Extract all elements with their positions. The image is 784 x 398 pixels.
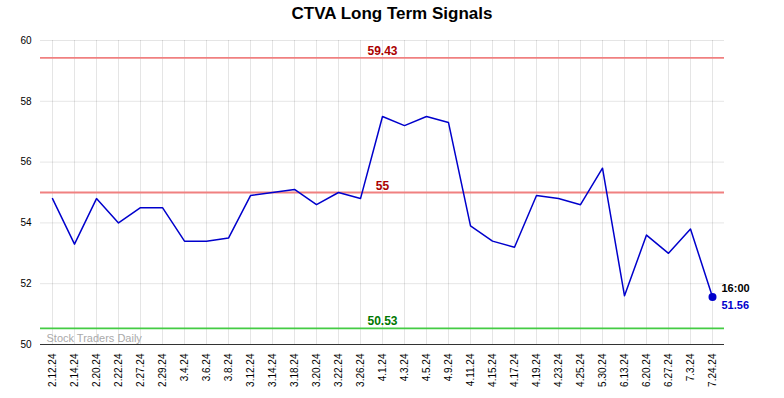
- svg-text:55: 55: [376, 179, 390, 193]
- svg-text:4.15.24: 4.15.24: [487, 353, 498, 387]
- svg-text:2.14.24: 2.14.24: [69, 353, 80, 387]
- svg-text:3.26.24: 3.26.24: [355, 353, 366, 387]
- svg-text:5.30.24: 5.30.24: [597, 353, 608, 387]
- svg-text:2.29.24: 2.29.24: [157, 353, 168, 387]
- svg-text:3.6.24: 3.6.24: [201, 353, 212, 381]
- svg-text:50: 50: [20, 339, 32, 350]
- svg-text:6.27.24: 6.27.24: [663, 353, 674, 387]
- svg-text:2.12.24: 2.12.24: [47, 353, 58, 387]
- svg-text:4.5.24: 4.5.24: [421, 353, 432, 381]
- svg-text:4.23.24: 4.23.24: [553, 353, 564, 387]
- svg-text:3.4.24: 3.4.24: [179, 353, 190, 381]
- svg-text:16:00: 16:00: [722, 282, 750, 294]
- svg-text:51.56: 51.56: [722, 299, 750, 311]
- svg-text:4.1.24: 4.1.24: [377, 353, 388, 381]
- svg-text:3.12.24: 3.12.24: [245, 353, 256, 387]
- svg-text:4.17.24: 4.17.24: [509, 353, 520, 387]
- svg-text:59.43: 59.43: [367, 44, 397, 58]
- svg-text:4.11.24: 4.11.24: [465, 353, 476, 386]
- svg-text:3.14.24: 3.14.24: [267, 353, 278, 387]
- svg-text:Stock Traders Daily: Stock Traders Daily: [47, 332, 143, 344]
- svg-text:4.3.24: 4.3.24: [399, 353, 410, 381]
- html-text:CTVA Long Term Signals: CTVA Long Term Signals: [291, 4, 493, 23]
- svg-text:60: 60: [20, 35, 32, 46]
- svg-text:7.3.24: 7.3.24: [685, 353, 696, 381]
- svg-text:3.18.24: 3.18.24: [289, 353, 300, 387]
- svg-text:3.8.24: 3.8.24: [223, 353, 234, 381]
- svg-text:4.19.24: 4.19.24: [531, 353, 542, 387]
- svg-text:4.25.24: 4.25.24: [575, 353, 586, 387]
- svg-text:4.9.24: 4.9.24: [443, 353, 454, 381]
- svg-text:6.20.24: 6.20.24: [641, 353, 652, 387]
- svg-text:7.24.24: 7.24.24: [707, 353, 718, 387]
- svg-text:2.27.24: 2.27.24: [135, 353, 146, 387]
- svg-text:3.22.24: 3.22.24: [333, 353, 344, 387]
- svg-text:58: 58: [20, 96, 32, 107]
- svg-text:50.53: 50.53: [367, 314, 397, 328]
- svg-text:52: 52: [20, 278, 32, 289]
- svg-text:3.20.24: 3.20.24: [311, 353, 322, 387]
- svg-text:6.13.24: 6.13.24: [619, 353, 630, 387]
- svg-text:2.20.24: 2.20.24: [91, 353, 102, 387]
- svg-text:56: 56: [20, 156, 32, 167]
- svg-text:54: 54: [20, 217, 32, 228]
- svg-text:2.22.24: 2.22.24: [113, 353, 124, 387]
